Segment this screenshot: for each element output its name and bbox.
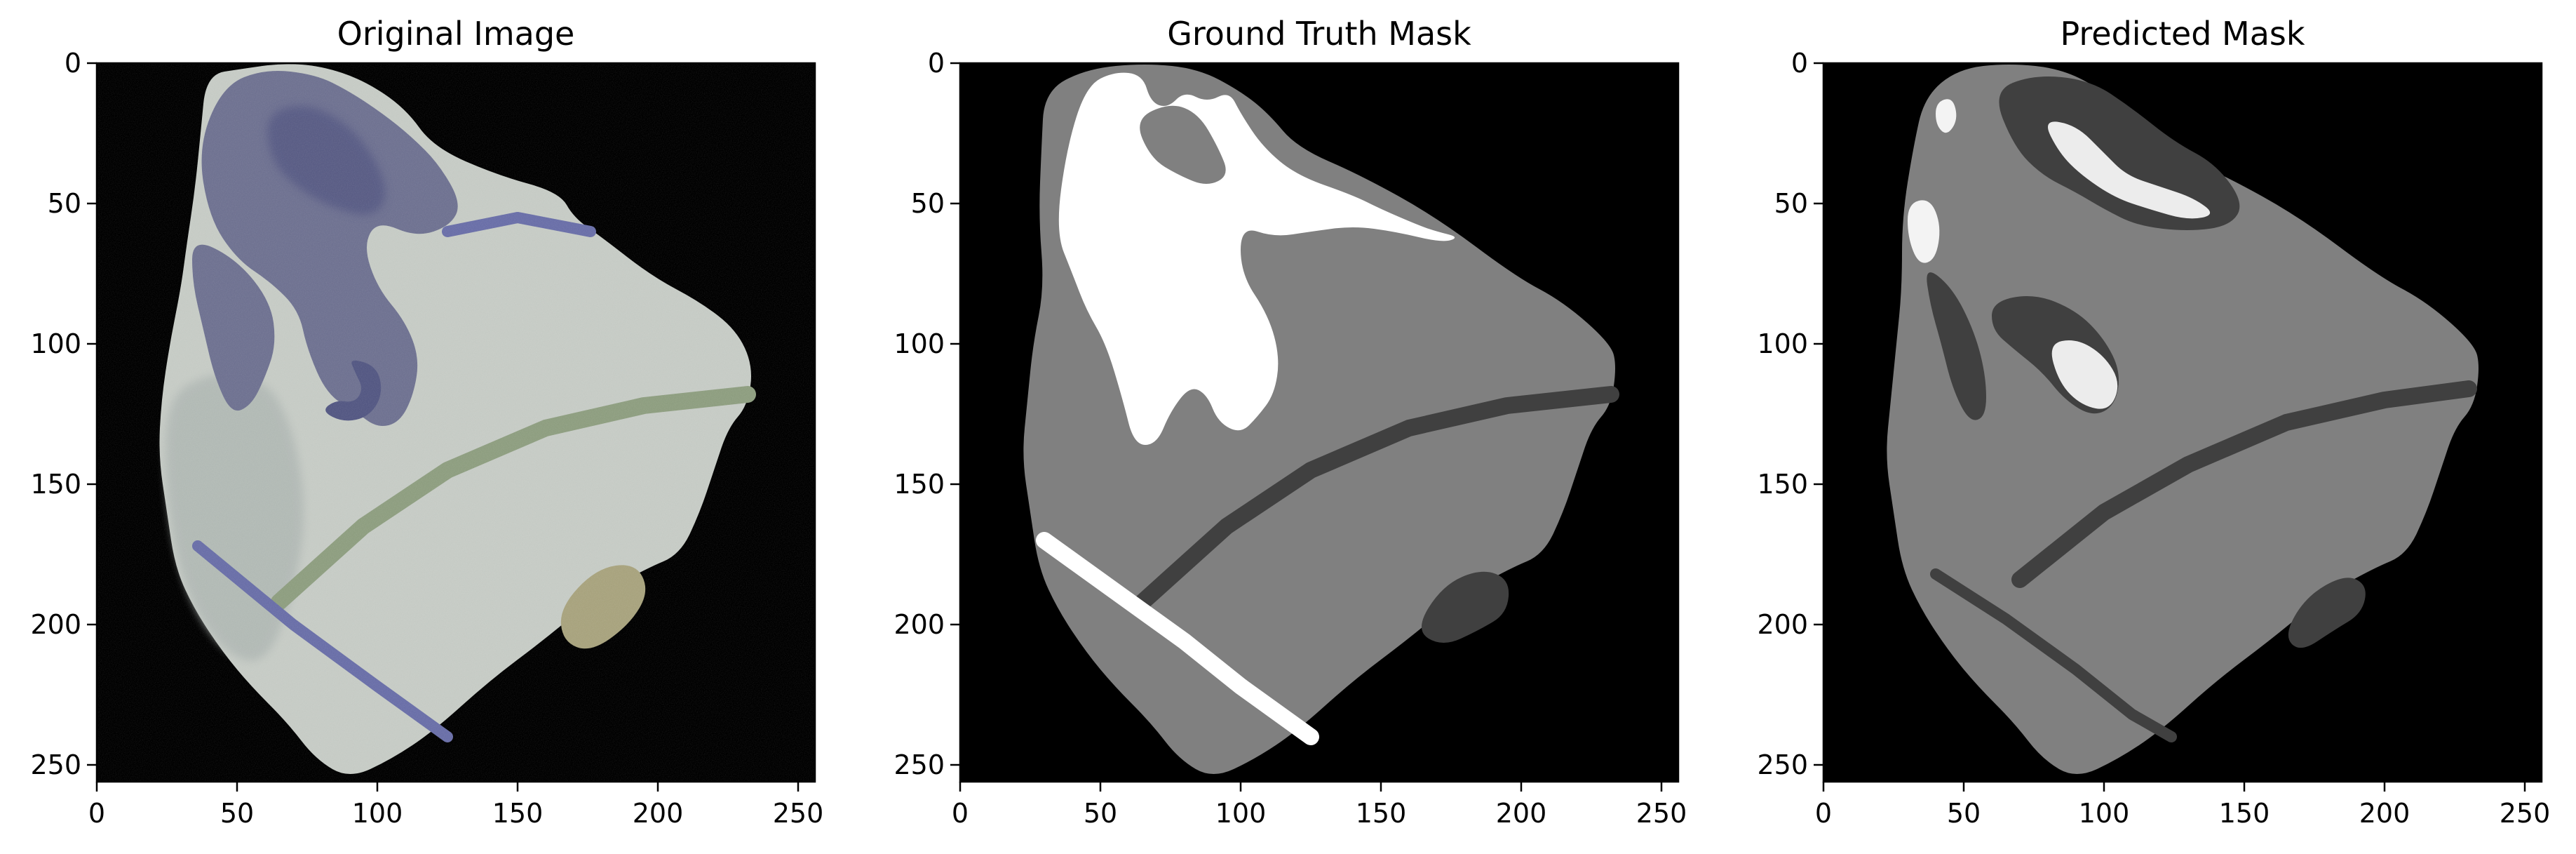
pred-tissue-region <box>1887 65 2479 774</box>
pred-bright-topleft <box>1936 99 1957 133</box>
y-tick-label: 200 <box>30 609 81 640</box>
y-tick-label: 200 <box>1757 609 1808 640</box>
x-tick-label: 150 <box>1356 798 1407 829</box>
panel-title: Ground Truth Mask <box>1167 15 1471 53</box>
y-tick-label: 50 <box>911 188 945 219</box>
axes-frame <box>1822 62 2543 783</box>
x-tick-label: 100 <box>352 798 403 829</box>
x-tick-label: 100 <box>1215 798 1267 829</box>
x-tick-label: 250 <box>1636 798 1687 829</box>
mask-dark-stem <box>1134 386 1619 611</box>
image-area-ground-truth <box>960 63 1678 782</box>
y-tick-label: 100 <box>893 328 945 359</box>
y-tick-label: 250 <box>1757 749 1808 780</box>
pred-dark-line-lower <box>1930 568 2177 742</box>
x-tick-label: 100 <box>2079 798 2130 829</box>
panel-original-image: Original Image 0 50 100 150 200 2500501001502… <box>30 15 823 829</box>
panel-title: Original Image <box>337 15 575 53</box>
image-content-ground-truth <box>1023 65 1619 774</box>
x-tick-label: 250 <box>2500 798 2551 829</box>
pred-dark-left-lobe <box>1927 272 1986 420</box>
x-tick-label: 200 <box>2359 798 2410 829</box>
x-tick-label: 50 <box>220 798 254 829</box>
x-tick-label: 150 <box>2219 798 2270 829</box>
mask-bright-line-lower <box>1036 532 1319 745</box>
y-tick-label: 50 <box>1774 188 1808 219</box>
x-tick-label: 200 <box>633 798 684 829</box>
y-tick-label: 0 <box>928 48 945 79</box>
y-tick-label: 150 <box>30 469 81 500</box>
x-tick-label: 0 <box>1815 798 1832 829</box>
x-tick-label: 200 <box>1496 798 1547 829</box>
panel-title: Predicted Mask <box>2060 15 2305 53</box>
y-tick-label: 250 <box>893 749 945 780</box>
y-tick-label: 0 <box>65 48 81 79</box>
x-tick-label: 250 <box>773 798 824 829</box>
axes-frame <box>959 62 1680 783</box>
panel-predicted-mask: Predicted Mask 0 50 100 150 200 2500501001502… <box>1757 15 2550 829</box>
mask-bright-class-upper <box>1058 72 1455 445</box>
y-tick-label: 0 <box>1791 48 1808 79</box>
x-tick-label: 0 <box>952 798 969 829</box>
pred-dark-spot <box>2288 578 2366 648</box>
x-tick-label: 50 <box>1084 798 1117 829</box>
image-area-predicted <box>1823 63 2542 782</box>
pred-dark-upper <box>1999 76 2240 230</box>
panel-ground-truth-mask: Ground Truth Mask 0 50 100 150 200 2500501001… <box>893 15 1687 829</box>
pred-bright-left <box>1908 200 1940 263</box>
y-tick-label: 200 <box>893 609 945 640</box>
y-tick-label: 150 <box>893 469 945 500</box>
image-content-predicted <box>1887 65 2479 774</box>
pred-bright-upper <box>2048 121 2211 219</box>
pred-bright-middle <box>2051 340 2118 409</box>
mask-dark-class-gap <box>1140 105 1226 184</box>
axes-frame <box>95 62 816 783</box>
image-noise <box>97 63 815 782</box>
pred-dark-stem <box>2011 380 2477 588</box>
mask-dark-spot <box>1422 571 1509 643</box>
y-tick-label: 150 <box>1757 469 1808 500</box>
y-tick-label: 100 <box>30 328 81 359</box>
image-area-original <box>97 63 815 782</box>
x-tick-label: 150 <box>492 798 544 829</box>
y-tick-label: 50 <box>48 188 81 219</box>
y-tick-label: 250 <box>30 749 81 780</box>
x-tick-label: 0 <box>88 798 105 829</box>
x-tick-label: 50 <box>1947 798 1981 829</box>
y-tick-label: 100 <box>1757 328 1808 359</box>
